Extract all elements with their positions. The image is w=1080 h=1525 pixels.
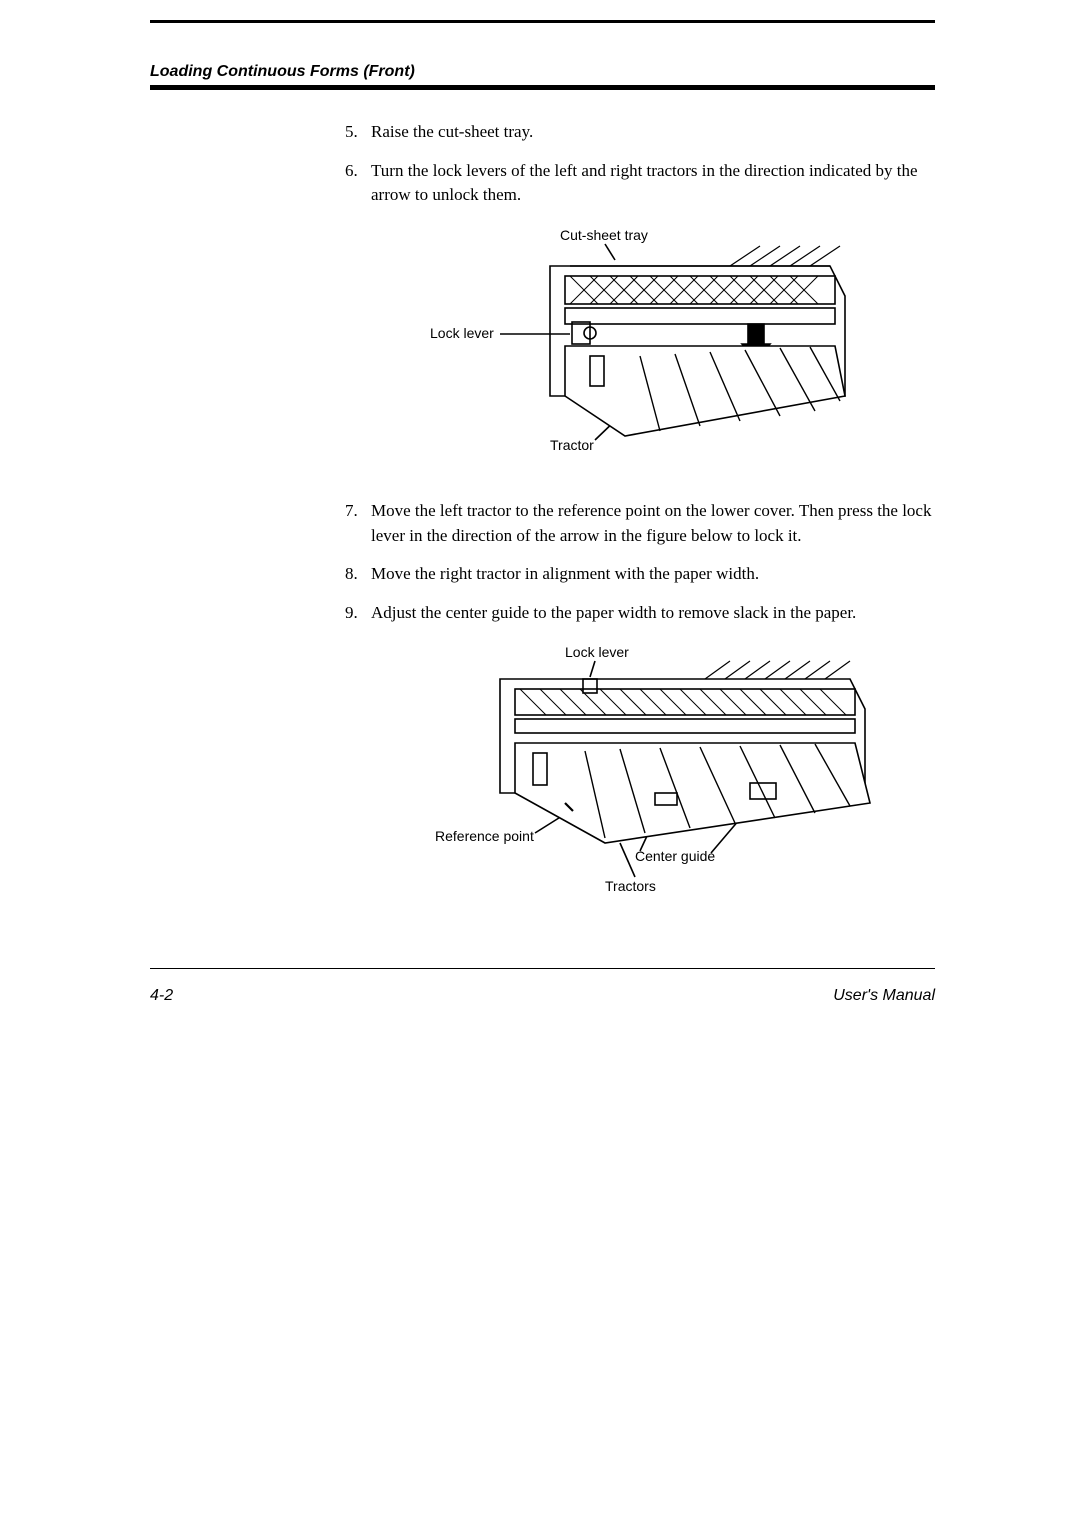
step-text: Turn the lock levers of the left and rig…: [371, 159, 935, 208]
label-center-guide: Center guide: [635, 848, 715, 864]
figure-1: Cut-sheet tray Lock lever Tractor: [345, 226, 935, 471]
printer-diagram-1-icon: Cut-sheet tray Lock lever Tractor: [430, 226, 850, 466]
step-item: 8. Move the right tractor in alignment w…: [345, 562, 935, 587]
page-number: 4-2: [150, 987, 173, 1005]
step-item: 6. Turn the lock levers of the left and …: [345, 159, 935, 208]
page-frame: Loading Continuous Forms (Front) 5. Rais…: [150, 20, 935, 1005]
step-number: 5.: [345, 120, 371, 145]
step-text: Raise the cut-sheet tray.: [371, 120, 935, 145]
label-tractors: Tractors: [605, 878, 656, 894]
step-number: 8.: [345, 562, 371, 587]
step-text: Move the left tractor to the reference p…: [371, 499, 935, 548]
step-item: 5. Raise the cut-sheet tray.: [345, 120, 935, 145]
label-lock-lever: Lock lever: [430, 325, 494, 341]
manual-label: User's Manual: [833, 987, 935, 1005]
content-column: 5. Raise the cut-sheet tray. 6. Turn the…: [345, 120, 935, 908]
printer-diagram-2-icon: Lock lever Reference point Center guide …: [405, 643, 875, 903]
label-tractor: Tractor: [550, 437, 594, 453]
step-text: Move the right tractor in alignment with…: [371, 562, 935, 587]
steps-list-b: 7. Move the left tractor to the referenc…: [345, 499, 935, 626]
label-reference-point: Reference point: [435, 828, 534, 844]
step-text: Adjust the center guide to the paper wid…: [371, 601, 935, 626]
step-item: 9. Adjust the center guide to the paper …: [345, 601, 935, 626]
running-head: Loading Continuous Forms (Front): [150, 63, 935, 81]
step-number: 6.: [345, 159, 371, 208]
footer-rule: [150, 968, 935, 969]
top-rule: [150, 20, 935, 23]
step-item: 7. Move the left tractor to the referenc…: [345, 499, 935, 548]
page-footer: 4-2 User's Manual: [150, 987, 935, 1005]
steps-list-a: 5. Raise the cut-sheet tray. 6. Turn the…: [345, 120, 935, 208]
header-rule: [150, 85, 935, 90]
figure-2: Lock lever Reference point Center guide …: [345, 643, 935, 908]
step-number: 9.: [345, 601, 371, 626]
label-lock-lever-2: Lock lever: [565, 644, 629, 660]
label-cut-sheet-tray: Cut-sheet tray: [560, 227, 648, 243]
step-number: 7.: [345, 499, 371, 548]
